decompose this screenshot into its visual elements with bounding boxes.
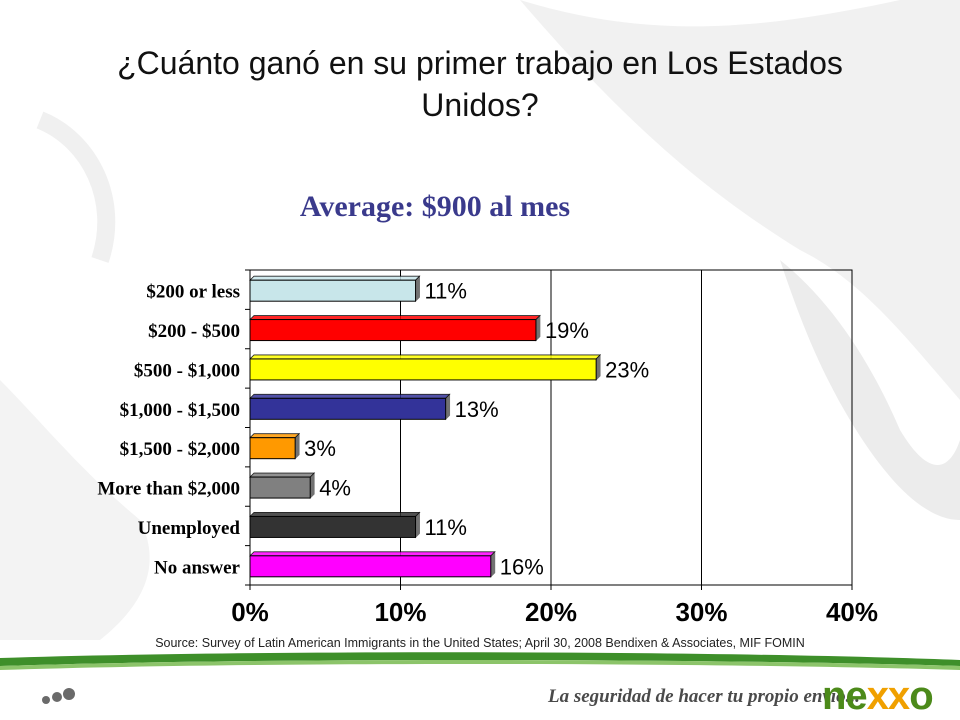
category-label: Unemployed [138, 518, 241, 539]
bar-top [249, 275, 421, 281]
value-label: 11% [425, 279, 467, 304]
bar-top [249, 354, 602, 360]
bar-side [309, 472, 315, 500]
bar [249, 279, 417, 302]
bar-top [249, 393, 451, 399]
bar [249, 515, 417, 538]
category-label: $200 or less [146, 282, 240, 303]
bar-side [415, 511, 420, 539]
bar-chart: 0% 10% 20% 30% 40% $200 or less 11% $200 - $500… [97, 269, 878, 627]
nexxo-logo: nexxo [822, 674, 934, 718]
value-label: 3% [304, 436, 336, 461]
bar-top [249, 315, 541, 320]
category-label: $200 - $500 [148, 321, 240, 342]
value-label: 11% [425, 515, 467, 540]
value-label: 4% [319, 476, 351, 501]
value-label: 13% [455, 397, 499, 422]
x-tick-label: 0% [231, 597, 269, 627]
category-label: More than $2,000 [97, 479, 240, 500]
bar-side [490, 550, 496, 578]
bar [249, 358, 597, 381]
logo-dots [42, 688, 75, 704]
bar [249, 476, 311, 499]
category-label: No answer [154, 557, 241, 578]
footer-band [0, 652, 960, 670]
bar [249, 555, 492, 578]
x-tick-label: 30% [675, 597, 727, 627]
category-label: $1,500 - $2,000 [120, 439, 240, 460]
value-label: 16% [500, 554, 544, 579]
category-label: $500 - $1,000 [134, 360, 240, 381]
slide-title: ¿Cuánto ganó en su primer trabajo en Los… [117, 45, 843, 123]
bar-top [249, 551, 496, 557]
bar [249, 397, 447, 420]
bar-side [294, 432, 300, 460]
bar [249, 437, 296, 460]
bar-top [249, 472, 316, 478]
x-tick-label: 40% [826, 597, 878, 627]
source-note: Source: Survey of Latin American Immigra… [155, 636, 805, 650]
bar-side [415, 275, 420, 303]
value-label: 23% [605, 357, 649, 382]
x-tick-label: 20% [525, 597, 577, 627]
bar-top [249, 512, 421, 517]
footer-tagline: La seguridad de hacer tu propio envío... [548, 686, 860, 707]
x-tick-label: 10% [374, 597, 426, 627]
bar-top [249, 433, 301, 439]
bar-side [535, 314, 541, 342]
bar [249, 319, 537, 342]
slide-subtitle: Average: $900 al mes [299, 190, 571, 223]
category-label: $1,000 - $1,500 [120, 400, 240, 421]
value-label: 19% [545, 318, 589, 343]
bar-side [595, 353, 601, 381]
bar-side [445, 393, 451, 421]
